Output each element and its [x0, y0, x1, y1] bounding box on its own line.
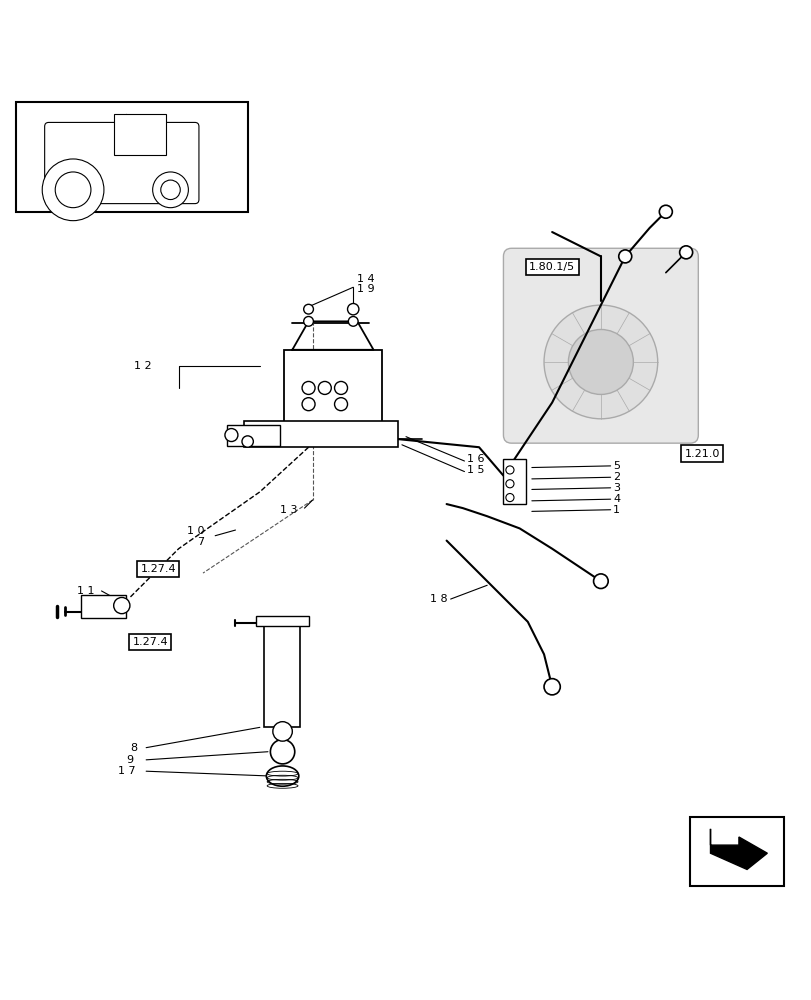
Circle shape	[347, 303, 358, 315]
Ellipse shape	[266, 766, 298, 786]
Text: 1 0: 1 0	[187, 526, 204, 536]
Bar	[114, 114, 166, 155]
Circle shape	[303, 316, 313, 326]
Circle shape	[42, 159, 104, 221]
Bar	[16, 102, 247, 212]
Text: 1 9: 1 9	[357, 284, 375, 294]
Text: 1 6: 1 6	[466, 454, 484, 464]
Circle shape	[505, 494, 513, 502]
Circle shape	[152, 172, 188, 208]
Text: 1.21.0: 1.21.0	[684, 449, 719, 459]
Circle shape	[334, 398, 347, 411]
Text: 9: 9	[126, 755, 133, 765]
Circle shape	[543, 305, 657, 419]
Bar	[227, 425, 280, 446]
Bar	[81, 595, 126, 618]
Text: 1 1: 1 1	[77, 586, 95, 596]
Circle shape	[334, 381, 347, 394]
Text: 1.27.4: 1.27.4	[140, 564, 176, 574]
Circle shape	[618, 250, 631, 263]
Text: 1 7: 1 7	[118, 766, 135, 776]
Bar	[264, 622, 300, 727]
Bar	[255, 616, 308, 626]
Text: 5: 5	[612, 461, 620, 471]
Circle shape	[679, 246, 692, 259]
Text: 1: 1	[612, 505, 620, 515]
Bar	[503, 459, 526, 504]
Text: 1 3: 1 3	[280, 505, 298, 515]
Polygon shape	[710, 829, 766, 869]
Text: 4: 4	[612, 494, 620, 504]
Circle shape	[55, 172, 91, 208]
Circle shape	[242, 436, 253, 447]
Text: 1 8: 1 8	[430, 594, 448, 604]
Text: 8: 8	[130, 743, 137, 753]
FancyBboxPatch shape	[45, 122, 199, 204]
Circle shape	[505, 466, 513, 474]
Circle shape	[303, 304, 313, 314]
Text: 1 5: 1 5	[466, 465, 484, 475]
FancyBboxPatch shape	[503, 248, 697, 443]
Bar	[243, 421, 397, 447]
Bar	[284, 350, 381, 431]
Circle shape	[225, 429, 238, 442]
Circle shape	[593, 574, 607, 589]
Circle shape	[302, 381, 315, 394]
Text: 1.27.4: 1.27.4	[132, 637, 168, 647]
Bar	[689, 817, 783, 886]
Text: 2: 2	[612, 472, 620, 482]
Circle shape	[114, 597, 130, 614]
Circle shape	[543, 679, 560, 695]
Circle shape	[318, 381, 331, 394]
Circle shape	[659, 205, 672, 218]
Circle shape	[348, 316, 358, 326]
Text: 3: 3	[612, 483, 620, 493]
Circle shape	[270, 740, 294, 764]
Circle shape	[568, 329, 633, 394]
Text: 1 4: 1 4	[357, 274, 375, 284]
Text: 1.80.1/5: 1.80.1/5	[529, 262, 574, 272]
Circle shape	[302, 398, 315, 411]
Circle shape	[505, 480, 513, 488]
Circle shape	[161, 180, 180, 200]
Text: 7: 7	[197, 537, 204, 547]
Circle shape	[272, 722, 292, 741]
Text: 1 2: 1 2	[134, 361, 152, 371]
